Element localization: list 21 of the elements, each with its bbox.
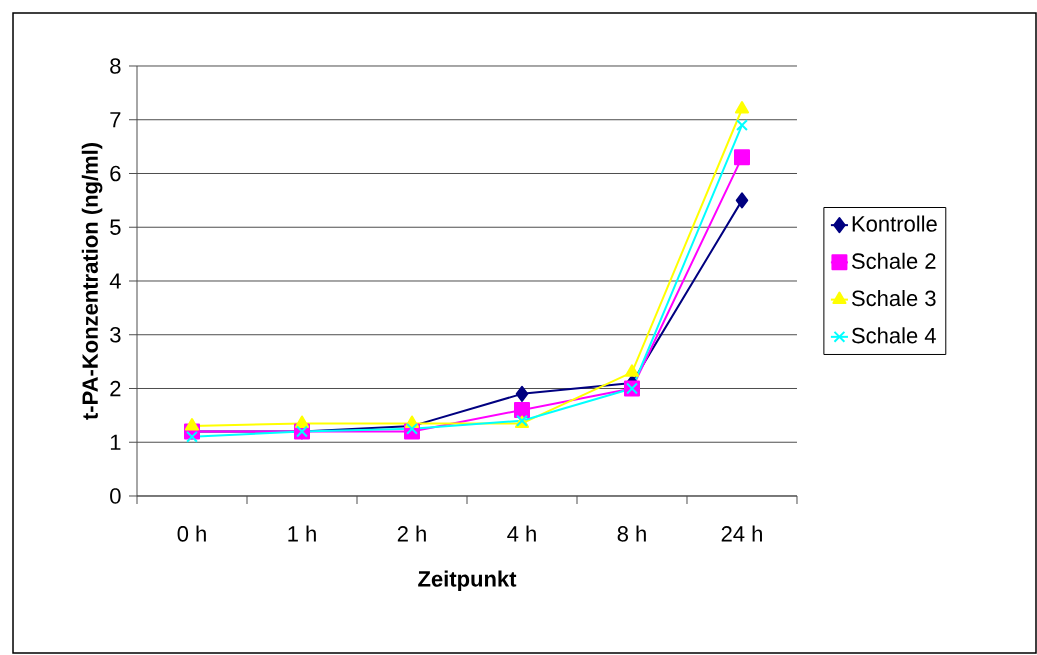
y-tick-label: 7 [110, 112, 121, 128]
legend-label: Schale 4 [851, 327, 936, 344]
y-tick-label: 0 [110, 488, 121, 504]
y-tick-label: 3 [110, 326, 121, 343]
y-tick-label: 5 [110, 219, 121, 235]
y-tick-label: 6 [110, 165, 121, 182]
x-axis-title: Zeitpunkt [418, 570, 517, 592]
x-tick-label: 2 h [397, 525, 426, 542]
x-tick-label: 1 h [288, 525, 316, 542]
legend-label: Schale 3 [851, 289, 936, 307]
y-tick-label: 1 [110, 434, 121, 450]
y-tick-label: 8 [110, 58, 121, 74]
x-tick-label: 8 h [617, 525, 646, 542]
y-tick-label: 2 [110, 380, 121, 397]
x-tick-label: 24 h [721, 525, 762, 542]
y-tick-label: 4 [109, 273, 121, 289]
y-axis-title: t-PA-Konzentration (ng/ml) [81, 142, 103, 420]
legend-label: Kontrolle [852, 215, 937, 232]
legend-label: Schale 2 [851, 252, 936, 269]
x-tick-label: 0 h [177, 525, 206, 542]
x-tick-label: 4 h [507, 525, 536, 542]
